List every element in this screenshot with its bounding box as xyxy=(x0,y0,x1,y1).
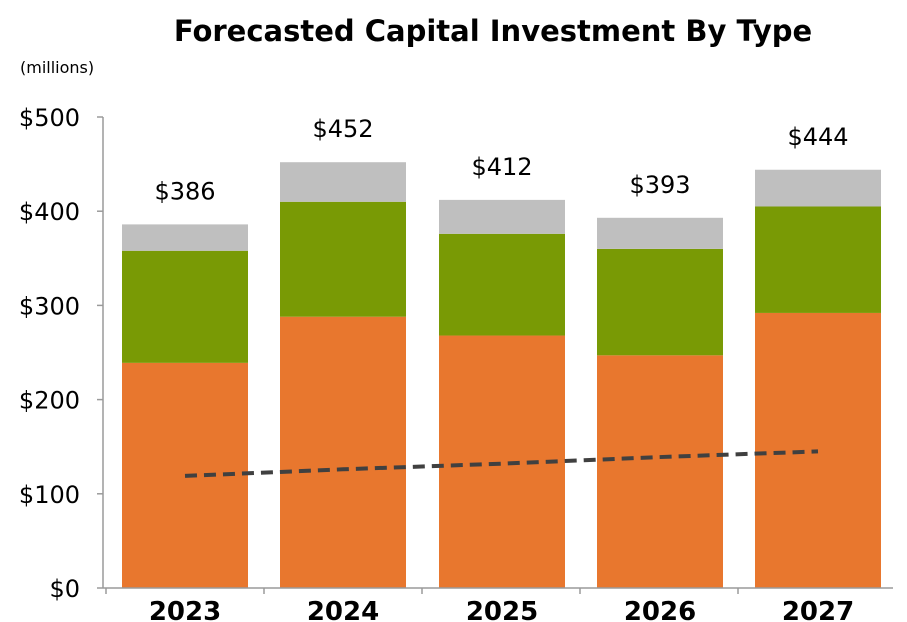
bar-segment-2024-s1 xyxy=(280,201,406,317)
total-label-2023: $386 xyxy=(154,177,215,205)
y-tick-label: $300 xyxy=(19,292,80,320)
trendline xyxy=(184,449,819,478)
trendline-layer xyxy=(184,449,819,478)
y-tick-label: $100 xyxy=(19,481,80,509)
bar-segment-2026-s0 xyxy=(597,355,723,588)
x-tick-label-2026: 2026 xyxy=(624,597,696,622)
x-tick-label-2025: 2025 xyxy=(466,597,538,622)
bar-segment-2024-s0 xyxy=(280,316,406,588)
bar-segment-2023-s2 xyxy=(122,224,248,251)
total-label-2025: $412 xyxy=(471,153,532,181)
x-tick-label-2023: 2023 xyxy=(149,597,221,622)
x-tick-label-2024: 2024 xyxy=(307,597,379,622)
total-label-2024: $452 xyxy=(312,115,373,143)
total-label-2026: $393 xyxy=(629,171,690,199)
x-tick-label-2027: 2027 xyxy=(782,597,854,622)
y-tick-label: $0 xyxy=(49,575,80,603)
bar-segment-2024-s2 xyxy=(280,162,406,202)
bar-segment-2023-s1 xyxy=(122,250,248,363)
bar-segment-2025-s1 xyxy=(439,233,565,336)
units-label: (millions) xyxy=(20,58,94,77)
axis-layer xyxy=(97,116,893,594)
bar-segment-2026-s2 xyxy=(597,217,723,249)
chart-title: Forecasted Capital Investment By Type xyxy=(174,14,812,48)
bar-segment-2025-s2 xyxy=(439,199,565,234)
bar-segment-2026-s1 xyxy=(597,248,723,356)
bars-layer xyxy=(122,162,881,588)
bar-segment-2027-s0 xyxy=(755,312,881,588)
y-tick-label: $500 xyxy=(19,104,80,132)
labels-layer: $0 $100 $200 $300 $400 $500 2023 2024 2025 2026 20… xyxy=(19,104,854,622)
bar-segment-2027-s2 xyxy=(755,169,881,207)
bar-segment-2027-s1 xyxy=(755,206,881,313)
bar-segment-2025-s0 xyxy=(439,335,565,588)
total-label-2027: $444 xyxy=(787,123,848,151)
y-tick-label: $400 xyxy=(19,198,80,226)
y-tick-label: $200 xyxy=(19,387,80,415)
